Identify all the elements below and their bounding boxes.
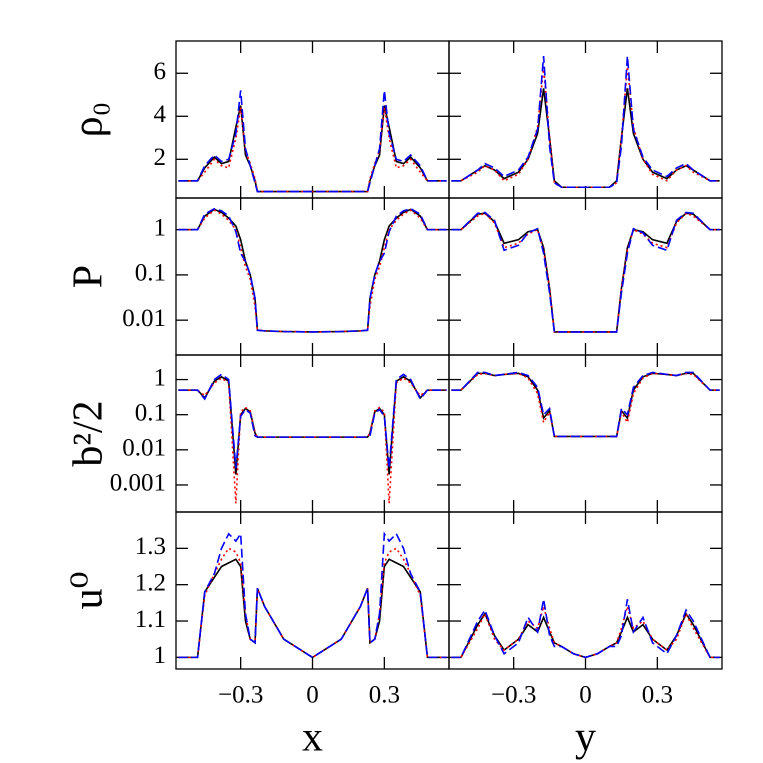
panel <box>448 40 723 199</box>
y-tick-label: 0.1 <box>135 260 166 287</box>
panel-frame <box>448 511 723 670</box>
line-series <box>451 66 720 189</box>
line-series <box>178 105 447 193</box>
line-series <box>451 212 720 333</box>
x-tick-label: 0 <box>306 682 319 709</box>
y-tick-label: 0.001 <box>110 470 166 497</box>
x-axis-label: x <box>302 715 323 761</box>
line-series <box>178 107 447 193</box>
y-tick-label: 1 <box>154 214 167 241</box>
line-series <box>178 547 447 659</box>
line-series <box>178 377 447 504</box>
panel <box>448 354 723 513</box>
line-series <box>451 212 720 333</box>
line-series <box>178 208 447 333</box>
line-series <box>178 558 447 659</box>
y-tick-label: 1 <box>154 642 167 669</box>
panel: 0.001 0.01 0.1 1 b²/2 <box>66 354 450 513</box>
y-axis-label: u⁰ <box>66 572 112 610</box>
line-series <box>178 531 447 659</box>
y-axis-label: P <box>66 265 112 288</box>
x-axis-label: y <box>575 715 596 761</box>
y-tick-label: 4 <box>154 101 167 128</box>
y-tick-label: 0.1 <box>135 399 166 426</box>
y-tick-label: 1 <box>154 364 167 391</box>
panel: −0.3 0 0.3 y <box>448 511 723 761</box>
x-tick-label: 0.3 <box>642 682 673 709</box>
line-series <box>178 209 447 333</box>
panel <box>448 197 723 356</box>
line-series <box>451 88 720 189</box>
y-tick-label: 1.1 <box>135 606 166 633</box>
y-axis-label: b²/2 <box>66 400 112 466</box>
panel-frame <box>448 40 723 199</box>
y-axis-label: ρ₀ <box>66 102 112 138</box>
y-tick-label: 1.2 <box>135 569 166 596</box>
line-series <box>178 207 447 333</box>
line-series <box>451 372 720 438</box>
line-series <box>178 90 447 193</box>
line-series <box>178 373 447 469</box>
y-tick-label: 6 <box>154 58 167 85</box>
x-tick-label: −0.3 <box>491 682 536 709</box>
y-tick-label: 1.3 <box>135 533 166 560</box>
panel: 1 1.1 1.2 1.3 −0.3 0 0.3 u⁰ x <box>66 511 450 761</box>
y-tick-label: 0.01 <box>122 435 166 462</box>
line-series <box>451 211 720 333</box>
line-series <box>451 612 720 659</box>
y-tick-label: 2 <box>154 144 167 171</box>
panel-frame <box>175 40 450 199</box>
line-series <box>451 372 720 438</box>
panel-frame <box>448 354 723 513</box>
panel: 0.01 0.1 1 P <box>66 197 450 356</box>
panel: 2 4 6 ρ₀ <box>66 40 450 199</box>
line-series <box>451 603 720 659</box>
line-series <box>451 371 720 438</box>
x-tick-label: 0.3 <box>369 682 400 709</box>
line-series <box>451 599 720 659</box>
x-tick-label: −0.3 <box>218 682 263 709</box>
y-tick-label: 0.01 <box>122 305 166 332</box>
line-series <box>178 375 447 475</box>
x-tick-label: 0 <box>579 682 592 709</box>
line-series <box>451 55 720 189</box>
panel-frame <box>175 511 450 670</box>
